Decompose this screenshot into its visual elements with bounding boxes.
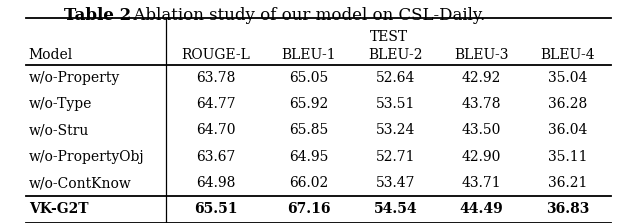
Text: 36.83: 36.83 <box>547 202 589 216</box>
Text: 65.85: 65.85 <box>289 124 328 137</box>
Text: 44.49: 44.49 <box>460 202 504 216</box>
Text: 63.67: 63.67 <box>196 150 236 164</box>
Text: 35.11: 35.11 <box>548 150 588 164</box>
Text: 64.70: 64.70 <box>196 124 236 137</box>
Text: 43.71: 43.71 <box>462 176 501 190</box>
Text: 53.51: 53.51 <box>376 97 415 111</box>
Text: 36.21: 36.21 <box>548 176 588 190</box>
Text: 35.04: 35.04 <box>548 71 588 85</box>
Text: 43.78: 43.78 <box>462 97 501 111</box>
Text: 65.51: 65.51 <box>195 202 237 216</box>
Text: 43.50: 43.50 <box>462 124 501 137</box>
Text: 52.71: 52.71 <box>376 150 415 164</box>
Text: 66.02: 66.02 <box>289 176 328 190</box>
Text: 42.92: 42.92 <box>462 71 501 85</box>
Text: Table 2: Table 2 <box>64 7 131 24</box>
Text: BLEU-2: BLEU-2 <box>368 48 422 62</box>
Text: w/o-ContKnow: w/o-ContKnow <box>29 176 132 190</box>
Text: BLEU-3: BLEU-3 <box>454 48 509 62</box>
Text: BLEU-1: BLEU-1 <box>282 48 336 62</box>
Text: VK-G2T: VK-G2T <box>29 202 88 216</box>
Text: 64.77: 64.77 <box>196 97 236 111</box>
Text: . Ablation study of our model on CSL-Daily.: . Ablation study of our model on CSL-Dai… <box>123 7 485 24</box>
Text: w/o-Stru: w/o-Stru <box>29 124 89 137</box>
Text: BLEU-4: BLEU-4 <box>541 48 595 62</box>
Text: 63.78: 63.78 <box>196 71 236 85</box>
Text: 53.24: 53.24 <box>376 124 415 137</box>
Text: 54.54: 54.54 <box>373 202 417 216</box>
Text: TEST: TEST <box>370 30 408 44</box>
Text: 64.98: 64.98 <box>196 176 236 190</box>
Text: 36.28: 36.28 <box>548 97 588 111</box>
Text: w/o-Type: w/o-Type <box>29 97 92 111</box>
Text: 52.64: 52.64 <box>376 71 415 85</box>
Text: 42.90: 42.90 <box>462 150 501 164</box>
Text: ROUGE-L: ROUGE-L <box>182 48 250 62</box>
Text: 64.95: 64.95 <box>289 150 328 164</box>
Text: w/o-PropertyObj: w/o-PropertyObj <box>29 150 145 164</box>
Text: 67.16: 67.16 <box>287 202 330 216</box>
Text: Model: Model <box>29 48 73 62</box>
Text: 36.04: 36.04 <box>548 124 588 137</box>
Text: 65.92: 65.92 <box>289 97 328 111</box>
Text: 53.47: 53.47 <box>376 176 415 190</box>
Text: 65.05: 65.05 <box>289 71 328 85</box>
Text: w/o-Property: w/o-Property <box>29 71 120 85</box>
